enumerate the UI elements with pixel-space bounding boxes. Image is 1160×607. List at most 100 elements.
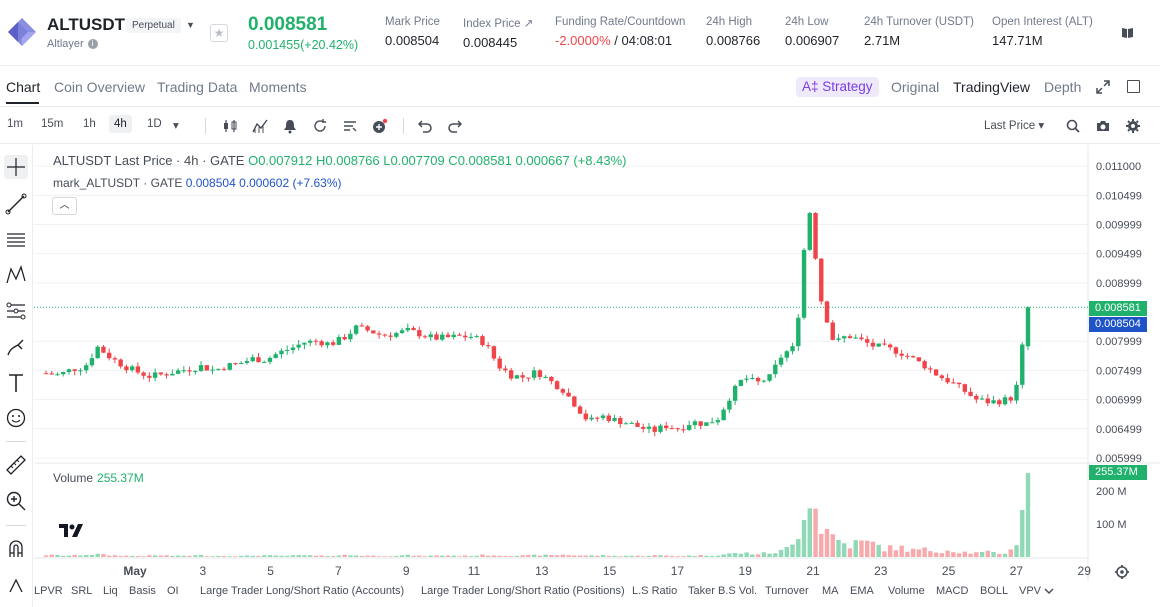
candle-body-down [221, 368, 227, 370]
volume-bar-up [790, 544, 795, 557]
pattern-icon[interactable] [4, 263, 28, 287]
crosshair-icon[interactable] [4, 155, 28, 179]
indicator-ma[interactable]: MA [822, 585, 839, 597]
lock-drawings-icon[interactable] [4, 572, 28, 596]
indicator-ls-positions[interactable]: Large Trader Long/Short Ratio (Positions… [421, 585, 625, 597]
candle-body-up [732, 385, 738, 401]
volume-bar-down [330, 556, 336, 557]
add-indicator-icon[interactable] [372, 118, 388, 134]
candle-body-down [928, 368, 933, 370]
zoom-in-icon[interactable] [4, 489, 28, 513]
indicator-macd[interactable]: MACD [936, 585, 969, 597]
tab-coin-overview[interactable]: Coin Overview [54, 79, 146, 95]
candle-type-icon[interactable] [222, 118, 238, 134]
candle-body-down [204, 365, 209, 371]
volume-bar-down [664, 555, 669, 557]
brush-icon[interactable] [4, 335, 28, 359]
tab-chart[interactable]: Chart [6, 79, 41, 95]
price-source-select[interactable]: Last Price ▾ [984, 120, 1045, 132]
time-axis-label: 5 [267, 564, 274, 578]
indicator-srl[interactable]: SRL [71, 585, 93, 597]
indicator-basis[interactable]: Basis [129, 585, 156, 597]
timeframe-1m[interactable]: 1m [7, 118, 23, 130]
replay-icon[interactable] [312, 118, 328, 134]
volume-bar-down [371, 555, 376, 557]
candle-body-down [618, 418, 623, 425]
timeframe-1h[interactable]: 1h [83, 118, 96, 130]
volume-bar-down [43, 555, 49, 557]
volume-bar-down [520, 555, 525, 557]
trend-line-icon[interactable] [4, 192, 28, 216]
timeframe-4h[interactable]: 4h [109, 115, 132, 133]
indicator-turnover[interactable]: Turnover [765, 585, 809, 597]
price-axis-label: 0.010499 [1096, 190, 1142, 202]
candle-body-down [497, 358, 502, 369]
fib-tool-icon[interactable] [4, 299, 28, 323]
indicator-ls-ratio[interactable]: L.S Ratio [632, 585, 678, 597]
volume-bar-down [830, 534, 835, 557]
candle-body-down [101, 346, 106, 353]
emoji-icon[interactable] [4, 406, 28, 430]
indicator-oi[interactable]: OI [167, 585, 179, 597]
tab-trading-data[interactable]: Trading Data [157, 79, 238, 95]
fullscreen-icon[interactable] [1127, 80, 1140, 93]
view-original[interactable]: Original [891, 79, 940, 95]
redo-icon[interactable] [447, 118, 463, 134]
indicators-icon[interactable] [252, 118, 268, 134]
volume-bar-up [175, 555, 181, 557]
candle-body-down [457, 334, 462, 336]
candle-body-down [49, 373, 54, 375]
timeframe-dropdown-icon[interactable]: ▾ [173, 120, 179, 132]
indicator-boll[interactable]: BOLL [980, 585, 1009, 597]
settings-gear-icon[interactable] [1125, 118, 1141, 134]
expand-icon[interactable] [1096, 80, 1110, 94]
price-chart[interactable]: 0.011000 0.010499 0.009999 0.009499 0.008999… [34, 145, 1160, 607]
stat-index-price[interactable]: Index Price ↗ 0.008445 [463, 16, 533, 50]
search-icon[interactable] [1065, 118, 1081, 134]
alert-icon[interactable] [282, 118, 298, 134]
candle-body-up [629, 422, 634, 424]
template-icon[interactable] [342, 118, 358, 134]
timeframe-1d[interactable]: 1D [147, 118, 162, 130]
indicator-ls-accounts[interactable]: Large Trader Long/Short Ratio (Accounts) [200, 585, 405, 597]
tab-moments[interactable]: Moments [249, 79, 307, 95]
indicator-lpvr[interactable]: LPVR [34, 585, 63, 597]
book-icon[interactable] [1121, 26, 1134, 39]
indicator-ema[interactable]: EMA [850, 585, 874, 597]
volume-tag: 255.37M [1089, 465, 1147, 480]
indicator-taker-vol[interactable]: Taker B.S Vol. [688, 585, 758, 597]
price-axis-label: 0.005999 [1096, 453, 1142, 465]
timeframe-15m[interactable]: 15m [41, 118, 64, 130]
candle-body-down [974, 395, 979, 400]
indicator-vpv[interactable]: VPV [1019, 585, 1042, 597]
magnet-icon[interactable] [4, 537, 28, 561]
volume-bar-up [715, 555, 721, 557]
undo-icon[interactable] [417, 118, 433, 134]
info-icon[interactable]: i [87, 39, 98, 50]
candle-body-down [956, 382, 962, 385]
ruler-icon[interactable] [4, 453, 28, 477]
view-depth[interactable]: Depth [1044, 79, 1082, 95]
chevron-down-icon[interactable] [1043, 585, 1055, 597]
tradingview-logo-icon[interactable] [58, 522, 84, 538]
volume-bar-down [463, 555, 468, 557]
candle-body-down [830, 322, 835, 340]
candle-body-up [307, 340, 313, 343]
candle-body-down [147, 375, 152, 378]
horizontal-lines-icon[interactable] [4, 228, 28, 252]
symbol-name[interactable]: ALTUSDT [47, 15, 126, 34]
camera-icon[interactable] [1095, 118, 1111, 134]
text-tool-icon[interactable] [4, 371, 28, 395]
indicator-volume[interactable]: Volume [888, 585, 925, 597]
symbol-dropdown-icon[interactable]: ▼ [186, 20, 195, 30]
axis-settings-icon[interactable] [1114, 564, 1130, 580]
candle-body-up [514, 375, 520, 379]
view-tradingview[interactable]: TradingView [953, 79, 1031, 95]
candle-body-down [962, 384, 968, 392]
volume-bar-down [554, 555, 560, 557]
collapse-legend-button[interactable]: ︿ [52, 197, 77, 215]
favorite-star-icon[interactable]: ★ [210, 24, 228, 42]
candle-body-up [646, 426, 652, 429]
indicator-liq[interactable]: Liq [103, 585, 118, 597]
strategy-button[interactable]: A‡ Strategy [796, 77, 879, 97]
